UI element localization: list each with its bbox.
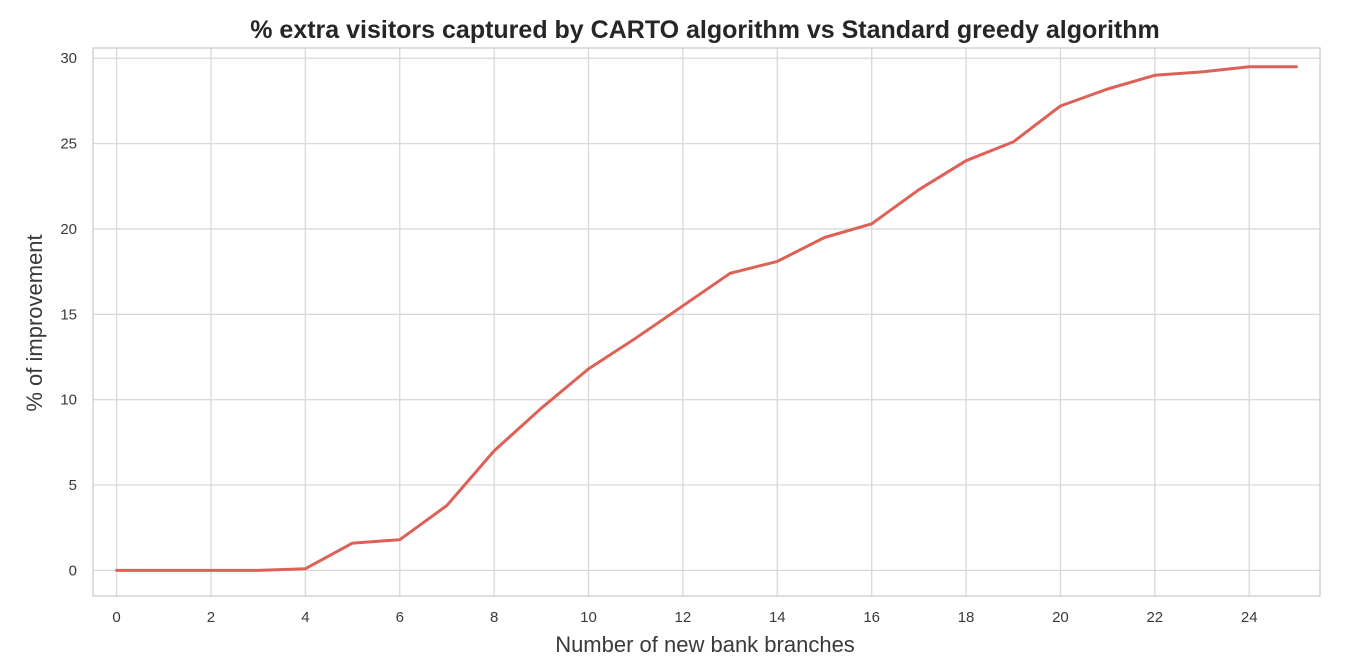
x-tick-label: 18 (958, 609, 975, 626)
y-tick-labels: 0 5 10 15 20 25 30 (60, 50, 77, 579)
x-tick-label: 16 (863, 609, 880, 626)
x-tick-label: 6 (396, 609, 404, 626)
plot-frame (92, 47, 1321, 597)
x-tick-label: 24 (1241, 609, 1258, 626)
x-tick-label: 8 (490, 609, 498, 626)
series-layer (115, 65, 1298, 572)
x-gridlines (115, 48, 1250, 596)
y-tick-label: 10 (60, 392, 77, 409)
x-axis-label: Number of new bank branches (555, 632, 855, 657)
y-tick-label: 20 (60, 221, 77, 238)
x-tick-label: 22 (1146, 609, 1163, 626)
y-axis-label: % of improvement (22, 234, 47, 411)
y-tick-label: 30 (60, 50, 77, 67)
x-tick-label: 0 (112, 609, 120, 626)
x-tick-label: 20 (1052, 609, 1069, 626)
x-tick-label: 12 (675, 609, 692, 626)
x-tick-label: 4 (301, 609, 309, 626)
y-gridlines (93, 57, 1320, 572)
y-tick-label: 15 (60, 306, 77, 323)
chart-title: % extra visitors captured by CARTO algor… (250, 16, 1160, 44)
y-tick-label: 25 (60, 136, 77, 153)
series-line (115, 65, 1298, 572)
x-tick-label: 2 (207, 609, 215, 626)
x-tick-label: 14 (769, 609, 786, 626)
y-tick-label: 0 (69, 562, 77, 579)
y-tick-label: 5 (69, 477, 77, 494)
x-tick-label: 10 (580, 609, 597, 626)
x-tick-labels: 0 2 4 6 8 10 12 14 16 18 20 22 24 (112, 609, 1257, 626)
